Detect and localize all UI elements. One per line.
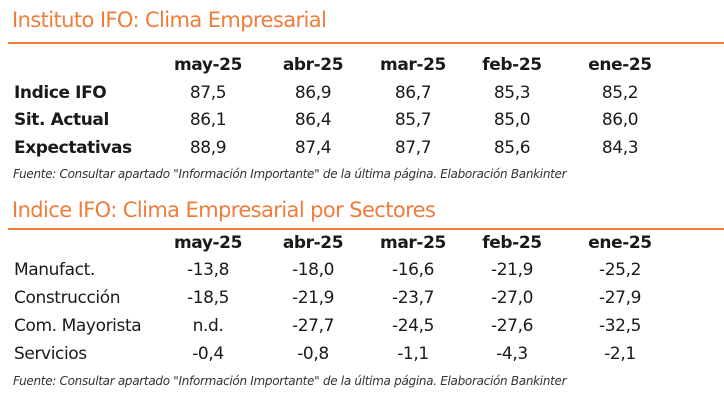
table-cell: 87,7 <box>394 138 432 158</box>
table-cell: -27,0 <box>491 288 533 308</box>
table-cell: -1,1 <box>397 344 429 364</box>
table-cell: 85,6 <box>493 138 531 158</box>
table-cell: -13,8 <box>187 260 229 280</box>
table2-title: Indice IFO: Clima Empresarial por Sector… <box>12 198 436 222</box>
table-cell: -4,3 <box>496 344 528 364</box>
table-row: Construcción -18,5 -21,9 -23,7 -27,0 -27,9 <box>0 285 724 311</box>
table1-source-note: Fuente: Consultar apartado "Información … <box>13 167 567 181</box>
column-header: feb-25 <box>482 55 542 75</box>
table-cell: 88,9 <box>189 138 227 158</box>
table-cell: -18,0 <box>292 260 334 280</box>
table-cell: 86,7 <box>394 83 432 103</box>
table-cell: 86,4 <box>294 110 332 130</box>
column-header: mar-25 <box>380 55 446 75</box>
column-header: abr-25 <box>282 55 344 75</box>
table2-source-note: Fuente: Consultar apartado "Información … <box>13 374 567 388</box>
table1-title: Instituto IFO: Clima Empresarial <box>12 8 327 32</box>
row-label: Construcción <box>14 288 121 308</box>
row-label: Com. Mayorista <box>14 316 142 336</box>
table-cell: -25,2 <box>599 260 641 280</box>
column-header: may-25 <box>173 233 243 253</box>
table-cell: -24,5 <box>392 316 434 336</box>
column-header: mar-25 <box>380 233 446 253</box>
table2-rule <box>8 228 724 230</box>
table-cell: -32,5 <box>599 316 641 336</box>
table-cell: -18,5 <box>187 288 229 308</box>
row-label: Sit. Actual <box>14 110 109 130</box>
table-cell: 85,2 <box>601 83 639 103</box>
table-header-row: may-25 abr-25 mar-25 feb-25 ene-25 <box>0 52 724 78</box>
row-label: Indice IFO <box>14 83 107 103</box>
table-cell: -2,1 <box>604 344 636 364</box>
column-header: feb-25 <box>482 233 542 253</box>
row-label: Expectativas <box>14 138 132 158</box>
table-cell: -27,9 <box>599 288 641 308</box>
table-header-row: may-25 abr-25 mar-25 feb-25 ene-25 <box>0 230 724 256</box>
table-cell: 87,4 <box>294 138 332 158</box>
table-row: Indice IFO 87,5 86,9 86,7 85,3 85,2 <box>0 80 724 106</box>
table-cell: -16,6 <box>392 260 434 280</box>
column-header: abr-25 <box>282 233 344 253</box>
row-label: Servicios <box>14 344 87 364</box>
column-header: ene-25 <box>588 233 652 253</box>
column-header: ene-25 <box>588 55 652 75</box>
table-cell: 87,5 <box>189 83 227 103</box>
table-cell: 85,0 <box>493 110 531 130</box>
table-cell: 86,1 <box>189 110 227 130</box>
column-header: may-25 <box>173 55 243 75</box>
table-row: Sit. Actual 86,1 86,4 85,7 85,0 86,0 <box>0 107 724 133</box>
table-cell: -21,9 <box>292 288 334 308</box>
table1-rule <box>8 42 724 44</box>
table-cell: -27,7 <box>292 316 334 336</box>
table-cell: 86,9 <box>294 83 332 103</box>
table-cell: n.d. <box>192 316 224 336</box>
table-row: Servicios -0,4 -0,8 -1,1 -4,3 -2,1 <box>0 341 724 367</box>
table-cell: -23,7 <box>392 288 434 308</box>
row-label: Manufact. <box>14 260 95 280</box>
table-row: Expectativas 88,9 87,4 87,7 85,6 84,3 <box>0 135 724 161</box>
table-cell: -21,9 <box>491 260 533 280</box>
table-cell: 85,3 <box>493 83 531 103</box>
table-cell: -27,6 <box>491 316 533 336</box>
table-cell: -0,8 <box>297 344 329 364</box>
table-cell: 84,3 <box>601 138 639 158</box>
table-cell: 85,7 <box>394 110 432 130</box>
table-cell: -0,4 <box>192 344 224 364</box>
table-cell: 86,0 <box>601 110 639 130</box>
table-row: Manufact. -13,8 -18,0 -16,6 -21,9 -25,2 <box>0 257 724 283</box>
table-row: Com. Mayorista n.d. -27,7 -24,5 -27,6 -32,5 <box>0 313 724 339</box>
